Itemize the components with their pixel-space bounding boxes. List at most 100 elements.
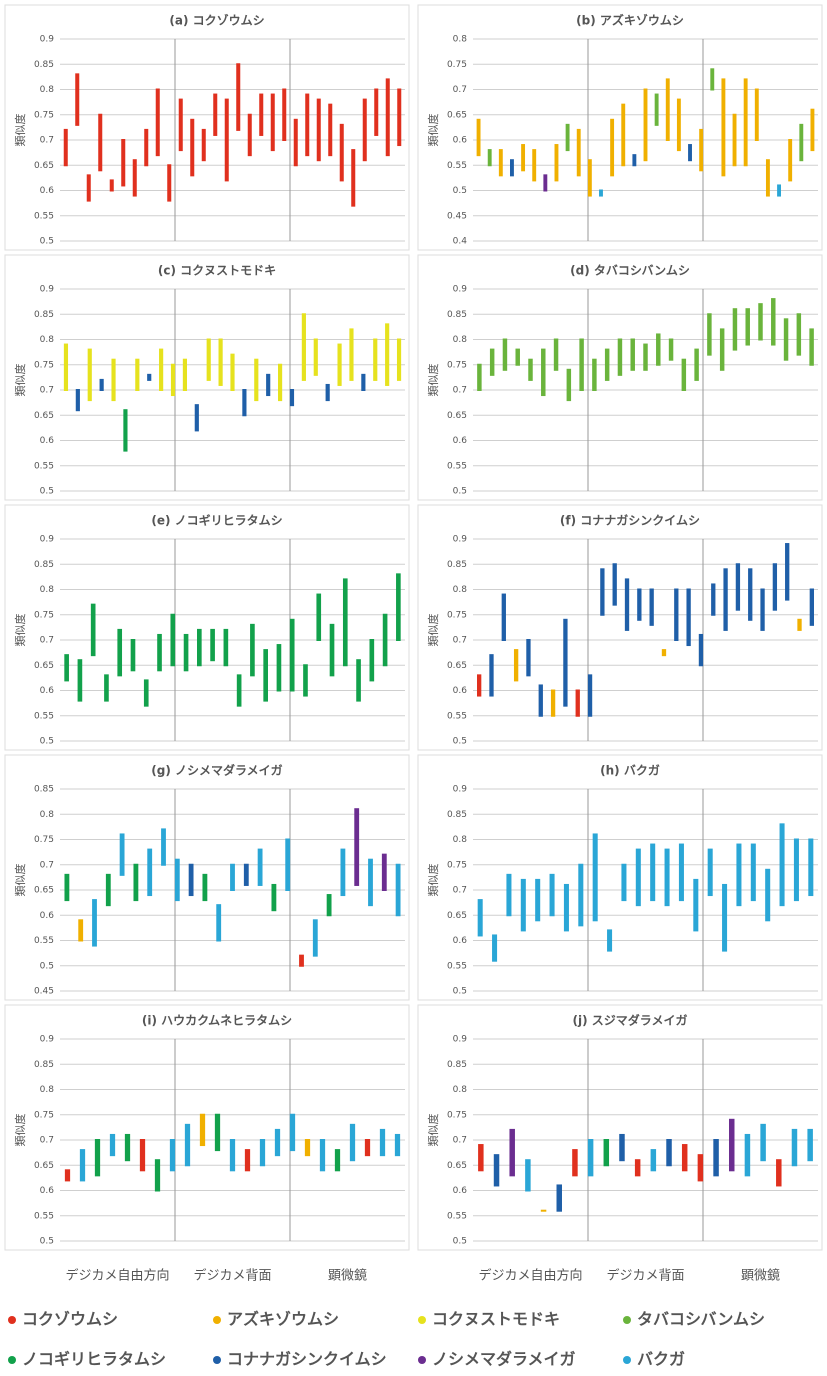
- range-bar: [719, 328, 725, 371]
- range-bar: [250, 623, 255, 677]
- range-bar: [351, 149, 356, 207]
- range-bar: [397, 88, 402, 147]
- range-bar: [349, 1123, 356, 1162]
- range-bar: [758, 303, 763, 341]
- range-bar: [170, 613, 176, 667]
- range-bar: [259, 1139, 266, 1167]
- legend-label: ノシメマダラメイガ: [432, 1350, 576, 1369]
- y-tick-label: 0.85: [34, 560, 54, 570]
- range-bar: [243, 863, 249, 886]
- range-bar: [105, 873, 111, 907]
- legend-label: コナナガシンクイムシ: [227, 1350, 387, 1369]
- range-bar: [124, 1133, 131, 1162]
- range-bar: [785, 543, 790, 601]
- range-bar: [750, 843, 756, 902]
- range-bar: [624, 578, 630, 631]
- range-bar: [592, 833, 598, 922]
- range-bar: [64, 1169, 71, 1182]
- range-bar: [501, 593, 506, 641]
- x-group-label: 顕微鏡: [328, 1269, 367, 1284]
- y-tick-label: 0.9: [40, 535, 55, 545]
- range-bar: [587, 159, 592, 197]
- range-bar: [78, 919, 84, 942]
- range-bar: [259, 93, 264, 136]
- y-tick-label: 0.85: [34, 785, 54, 795]
- range-bar: [157, 633, 162, 672]
- range-bar: [218, 338, 223, 386]
- y-tick-label: 0.7: [40, 386, 54, 396]
- range-bar: [368, 858, 373, 907]
- y-tick-label: 0.65: [447, 661, 467, 671]
- y-tick-label: 0.6: [40, 1186, 55, 1196]
- panel-frame: [417, 504, 823, 751]
- range-bar: [130, 639, 136, 672]
- y-axis-label: 類似度: [13, 1114, 27, 1147]
- range-bar: [617, 338, 623, 376]
- range-bar: [493, 1154, 500, 1187]
- y-axis-label: 類似度: [426, 614, 440, 647]
- range-bar: [686, 588, 691, 647]
- range-bar: [697, 1154, 704, 1182]
- range-bar: [161, 828, 166, 866]
- y-tick-label: 0.65: [34, 886, 54, 896]
- range-bar: [210, 628, 215, 662]
- range-bar: [289, 618, 295, 692]
- range-bar: [654, 93, 659, 126]
- range-bar: [723, 568, 728, 631]
- range-bar: [354, 808, 360, 886]
- panel-title: (f) コナナガシンクイムシ: [560, 513, 700, 528]
- range-bar: [587, 1139, 594, 1177]
- range-bar: [86, 174, 91, 202]
- y-tick-label: 0.6: [453, 136, 468, 146]
- range-bar: [364, 1139, 371, 1157]
- y-axis-label: 類似度: [426, 364, 440, 397]
- range-bar: [94, 1139, 101, 1177]
- y-tick-label: 0.5: [453, 737, 467, 747]
- y-tick-label: 0.55: [447, 461, 467, 471]
- range-bar: [643, 88, 648, 162]
- range-bar: [75, 389, 80, 412]
- y-tick-label: 0.8: [40, 1085, 55, 1095]
- range-bar: [492, 934, 498, 962]
- y-axis-label: 類似度: [13, 364, 27, 397]
- legend-marker: [623, 1356, 631, 1364]
- legend-marker: [418, 1356, 426, 1364]
- range-bar: [319, 1139, 326, 1172]
- range-bar: [698, 633, 704, 667]
- range-bar: [236, 63, 241, 131]
- y-tick-label: 0.7: [40, 1136, 54, 1146]
- legend-label: コクゾウムシ: [22, 1310, 118, 1329]
- range-bar: [600, 568, 605, 616]
- range-bar: [356, 659, 361, 702]
- legend-marker: [8, 1316, 16, 1324]
- range-bar: [342, 578, 348, 667]
- y-tick-label: 0.7: [453, 386, 467, 396]
- y-tick-label: 0.7: [453, 85, 467, 95]
- y-tick-label: 0.55: [34, 711, 54, 721]
- range-bar: [707, 313, 712, 356]
- range-bar: [117, 628, 123, 677]
- range-bar: [111, 358, 116, 402]
- range-bar: [678, 843, 684, 902]
- range-bar: [214, 1113, 221, 1152]
- y-tick-label: 0.65: [447, 911, 467, 921]
- range-bar: [87, 348, 92, 402]
- range-bar: [369, 639, 375, 682]
- range-bar: [607, 929, 613, 952]
- range-bar: [328, 103, 333, 157]
- range-bar: [183, 633, 189, 672]
- panel-title: (d) タバコシバンムシ: [570, 264, 690, 278]
- panel-frame: [4, 754, 410, 1001]
- range-bar: [754, 88, 759, 141]
- range-bar: [312, 919, 318, 957]
- range-bar: [664, 848, 670, 907]
- range-bar: [681, 358, 687, 391]
- range-bar: [736, 843, 742, 907]
- range-bar: [395, 863, 401, 917]
- y-tick-label: 0.75: [447, 360, 467, 370]
- y-tick-label: 0.85: [34, 1060, 54, 1070]
- range-bar: [174, 858, 180, 902]
- range-bar: [707, 848, 713, 897]
- range-bar: [543, 174, 548, 192]
- range-bar: [362, 98, 367, 162]
